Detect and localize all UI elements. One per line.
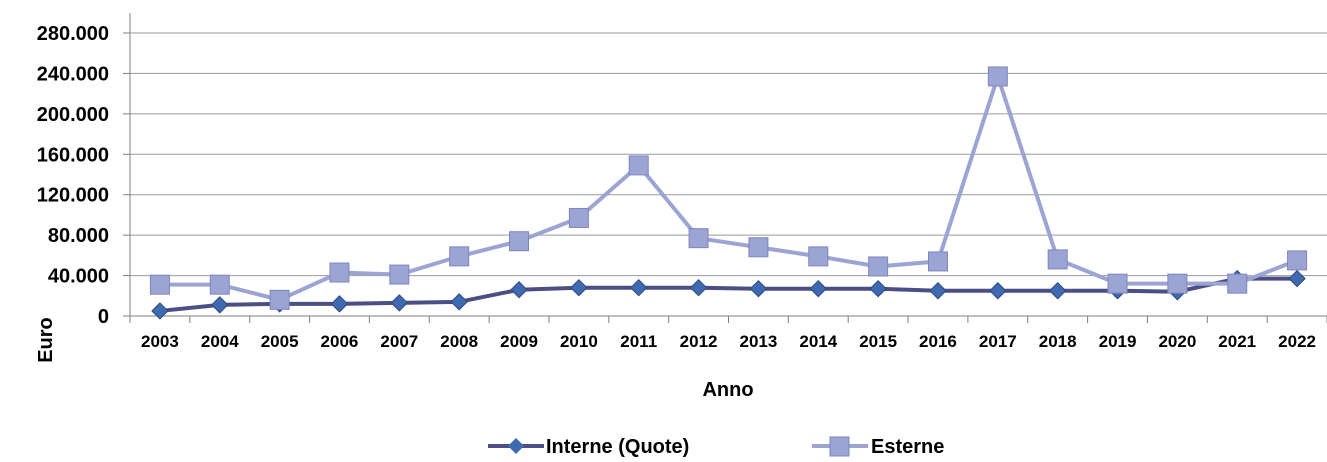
data-point bbox=[869, 280, 887, 298]
data-point bbox=[330, 295, 349, 313]
data-point bbox=[630, 278, 648, 297]
data-point bbox=[808, 246, 829, 267]
data-point bbox=[450, 293, 468, 311]
data-point bbox=[509, 231, 530, 252]
data-point bbox=[1227, 273, 1248, 294]
y-tick-label: 120.000 bbox=[37, 185, 109, 207]
x-tick-label: 2007 bbox=[380, 332, 418, 351]
x-tick-label: 2005 bbox=[261, 332, 299, 351]
data-point bbox=[989, 282, 1007, 300]
x-tick-label: 2011 bbox=[620, 332, 657, 351]
y-tick-label: 80.000 bbox=[48, 225, 109, 247]
x-tick-label: 2017 bbox=[979, 332, 1017, 351]
data-point bbox=[329, 262, 350, 283]
x-tick-label: 2004 bbox=[201, 332, 239, 351]
data-point bbox=[149, 274, 170, 295]
data-point bbox=[809, 280, 827, 298]
data-point bbox=[570, 278, 588, 297]
data-point bbox=[628, 155, 649, 176]
data-point bbox=[868, 256, 889, 277]
data-point bbox=[748, 237, 769, 258]
data-point bbox=[1287, 250, 1308, 271]
x-tick-label: 2003 bbox=[141, 332, 179, 351]
x-tick-label: 2022 bbox=[1278, 332, 1316, 351]
data-point bbox=[390, 294, 409, 312]
x-tick-label: 2010 bbox=[560, 332, 598, 351]
legend-marker-interne bbox=[508, 438, 524, 454]
x-tick-label: 2009 bbox=[500, 332, 538, 351]
y-tick-label: 280.000 bbox=[37, 23, 109, 45]
data-point bbox=[209, 274, 230, 295]
data-point bbox=[568, 207, 589, 228]
y-tick-label: 40.000 bbox=[48, 266, 109, 288]
y-tick-label: 160.000 bbox=[37, 144, 109, 166]
legend-item-esterne: Esterne bbox=[812, 436, 944, 458]
data-point bbox=[449, 246, 470, 267]
series-group bbox=[149, 66, 1308, 320]
data-point bbox=[927, 251, 948, 272]
data-point bbox=[1288, 269, 1306, 288]
data-point bbox=[688, 228, 709, 249]
x-tick-label: 2018 bbox=[1039, 332, 1077, 351]
x-tick-label: 2013 bbox=[740, 332, 778, 351]
legend-label-esterne: Esterne bbox=[871, 436, 944, 458]
data-point bbox=[1048, 282, 1067, 300]
legend-marker-esterne bbox=[829, 436, 850, 457]
x-tick-label: 2014 bbox=[799, 332, 837, 351]
x-tick-label: 2015 bbox=[859, 332, 897, 351]
x-tick-label: 2019 bbox=[1099, 332, 1137, 351]
x-tick-label: 2006 bbox=[321, 332, 359, 351]
y-tick-label: 200.000 bbox=[37, 104, 109, 126]
x-tick-label: 2020 bbox=[1158, 332, 1196, 351]
legend-item-interne: Interne (Quote) bbox=[488, 436, 689, 458]
data-point bbox=[389, 264, 410, 285]
data-point bbox=[151, 302, 169, 320]
x-axis-title: Anno bbox=[702, 379, 753, 401]
series-esterne bbox=[149, 66, 1308, 310]
data-point bbox=[749, 280, 768, 298]
x-tick-label: 2021 bbox=[1218, 332, 1256, 351]
data-point bbox=[211, 296, 229, 314]
axes bbox=[123, 13, 1327, 323]
x-tick-labels: 2003 2004 2005 2006 2007 2008 2009 2010 2011 2012… bbox=[141, 332, 1316, 351]
data-point bbox=[1167, 273, 1188, 294]
data-point bbox=[929, 282, 947, 300]
y-tick-label: 0 bbox=[98, 306, 109, 328]
data-point bbox=[689, 278, 708, 297]
data-point bbox=[510, 281, 528, 299]
legend-label-interne: Interne (Quote) bbox=[546, 436, 689, 458]
y-tick-label: 240.000 bbox=[37, 63, 109, 85]
grid-lines bbox=[130, 32, 1327, 277]
y-tick-labels: 0 40.000 80.000 120.000 160.000 200.000 240.00… bbox=[37, 23, 109, 328]
x-tick-label: 2012 bbox=[680, 332, 718, 351]
x-tick-label: 2008 bbox=[440, 332, 478, 351]
legend: Interne (Quote) Esterne bbox=[488, 436, 944, 458]
data-point bbox=[1107, 273, 1128, 294]
data-point bbox=[1047, 249, 1068, 270]
data-point bbox=[987, 66, 1008, 87]
data-point bbox=[269, 289, 290, 310]
y-axis-title: Euro bbox=[35, 317, 57, 363]
x-tick-label: 2016 bbox=[919, 332, 957, 351]
